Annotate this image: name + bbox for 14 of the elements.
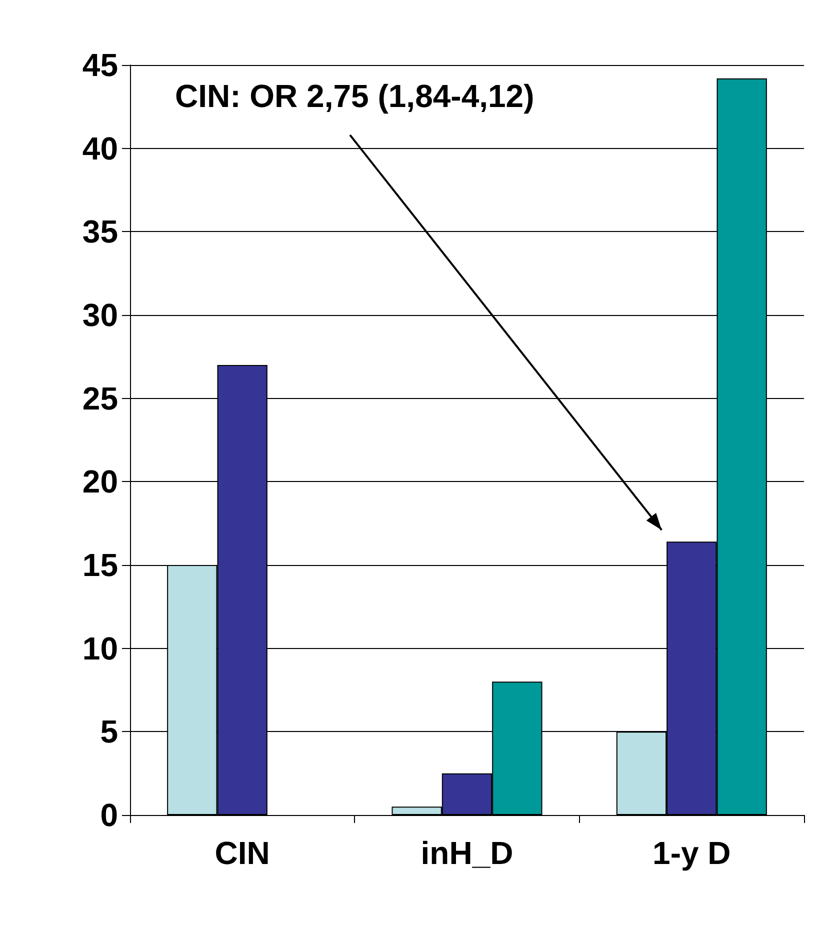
y-tick-label: 35 bbox=[82, 214, 118, 250]
y-tick-label: 20 bbox=[82, 464, 118, 500]
y-tick-label: 25 bbox=[82, 380, 118, 416]
y-tick-label: 30 bbox=[82, 297, 118, 333]
y-tick-label: 10 bbox=[82, 630, 118, 666]
y-tick-label: 45 bbox=[82, 47, 118, 83]
y-tick-label: 5 bbox=[100, 714, 118, 750]
y-tick-label: 0 bbox=[100, 797, 118, 833]
annotation: CIN: OR 2,75 (1,84-4,12) bbox=[175, 78, 534, 114]
x-tick-label: 1-y D bbox=[652, 835, 731, 871]
y-tick-label: 15 bbox=[82, 547, 118, 583]
y-tick-label: 40 bbox=[82, 130, 118, 166]
x-tick-label: inH_D bbox=[420, 835, 514, 871]
x-tick-label: CIN bbox=[214, 835, 270, 871]
